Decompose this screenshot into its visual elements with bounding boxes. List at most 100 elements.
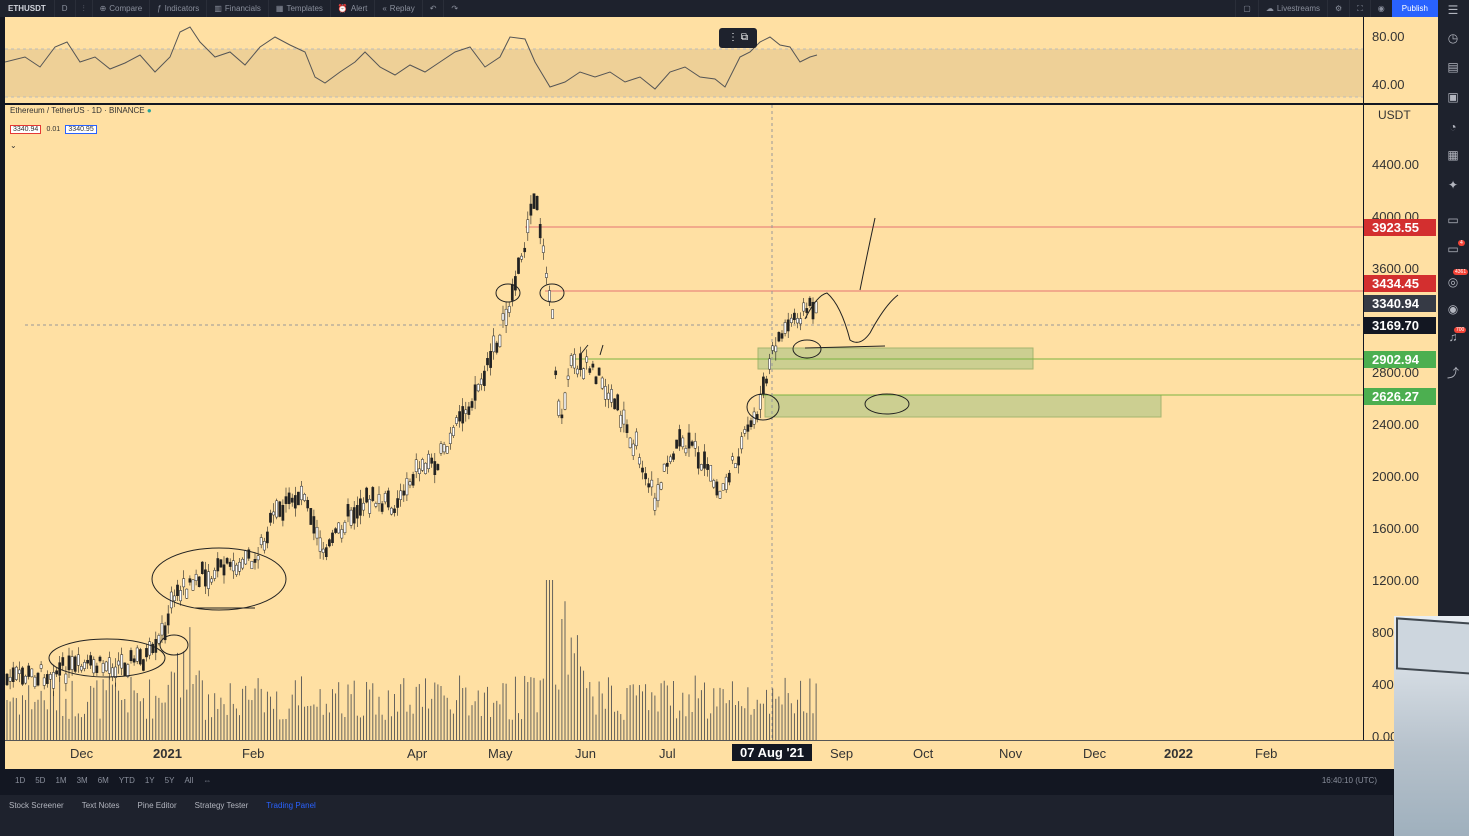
redo-button[interactable]: ↷ [443, 0, 465, 17]
ideas-icon[interactable]: ✦ [1447, 178, 1459, 192]
range-1y[interactable]: 1Y [144, 775, 155, 785]
drawing-arrow-up [859, 217, 876, 291]
candle-body [343, 522, 347, 534]
candle-body [303, 494, 306, 501]
candle-body [154, 639, 158, 653]
fullscreen-button[interactable]: ⛶ [1349, 0, 1370, 17]
menu-icon[interactable]: ☰ [1447, 3, 1459, 17]
chat-icon[interactable]: ▭ [1447, 213, 1459, 227]
utc-clock[interactable]: 16:40:10 (UTC) [1321, 776, 1377, 785]
candle-body [114, 666, 117, 678]
candle-body [293, 495, 297, 509]
candle-body [27, 665, 31, 677]
price-tick-3600: 3600.00 [1372, 261, 1419, 276]
chevron-down-icon: ⌄ [10, 141, 17, 150]
candle-body [275, 500, 279, 518]
ask-box[interactable]: 3340.95 [65, 125, 97, 134]
candle-body [247, 549, 251, 559]
range-1d[interactable]: 1D [15, 775, 26, 785]
rsi-pane[interactable]: ⋮ ⧉ [4, 17, 1363, 103]
candle-body [383, 493, 387, 503]
candle-body [715, 481, 719, 496]
redo-icon: ↷ [451, 4, 459, 13]
calendar-icon[interactable]: ▦ [1447, 148, 1459, 162]
range-6m[interactable]: 6M [97, 775, 109, 785]
candle-body [814, 301, 818, 314]
layout-button[interactable]: ▢ [1235, 0, 1258, 17]
date-range-icon[interactable]: ⇔ [203, 775, 212, 785]
notifications-icon[interactable]: ▭ [1447, 242, 1459, 256]
livestreams-button[interactable]: ☁ Livestreams [1257, 0, 1327, 17]
publish-button[interactable]: Publish [1391, 0, 1438, 17]
candle-body [253, 559, 257, 563]
candle-body [70, 656, 74, 670]
candle-body [802, 302, 806, 312]
candle-body [541, 245, 545, 253]
range-5y[interactable]: 5Y [164, 775, 175, 785]
tab-text-notes[interactable]: Text Notes [81, 801, 120, 810]
price-label-2902: 2902.94 [1364, 351, 1436, 368]
data-window-icon[interactable]: ▣ [1447, 90, 1459, 104]
tab-stock-screener[interactable]: Stock Screener [9, 801, 64, 810]
pane-controls[interactable]: ⋮ ⧉ [719, 28, 757, 48]
alert-button[interactable]: ⏰ Alert [329, 0, 374, 17]
range-bar: 1D 5D 1M 3M 6M YTD 1Y 5Y All ⇔ 16:40:10 … [5, 770, 1393, 790]
candle-body [414, 459, 418, 472]
tab-pine-editor[interactable]: Pine Editor [137, 801, 177, 810]
candle-body [808, 297, 812, 306]
candle-body [5, 673, 9, 686]
tab-trading-panel[interactable]: Trading Panel [266, 801, 316, 810]
bid-box[interactable]: 3340.94 [10, 125, 42, 134]
tab-strategy-tester[interactable]: Strategy Tester [194, 801, 249, 810]
candle-body [703, 451, 706, 469]
streams-icon[interactable]: ◎ [1447, 275, 1459, 289]
range-5d[interactable]: 5D [35, 775, 46, 785]
undo-button[interactable]: ↶ [421, 0, 444, 17]
candle-body [464, 409, 468, 414]
candle-body [576, 368, 579, 375]
candle-body [219, 559, 223, 568]
hotlist-icon[interactable]: ◔ [1449, 120, 1457, 134]
templates-button[interactable]: ▦ Templates [267, 0, 330, 17]
candle-body [479, 378, 483, 385]
range-1m[interactable]: 1M [55, 775, 67, 785]
compare-button[interactable]: ⊕ Compare [91, 0, 150, 17]
candle-body [222, 564, 226, 576]
range-ytd[interactable]: YTD [118, 775, 135, 785]
drawing-ellipse-5 [539, 283, 565, 303]
drawing-ellipse-3 [151, 547, 287, 611]
broadcast-icon[interactable]: ◉ [1447, 302, 1459, 316]
time-axis[interactable]: Dec 2021 Feb Apr May Jun Jul 07 Aug '21 … [5, 740, 1438, 769]
watchlist-icon[interactable]: ◷ [1447, 31, 1459, 45]
candle-body [241, 558, 244, 569]
range-all[interactable]: All [184, 775, 194, 785]
candle-body [300, 485, 303, 501]
trend-icon[interactable]: ⤴ [1446, 366, 1459, 380]
chart-type-button[interactable]: ⫶ [74, 0, 92, 17]
candle-body [638, 457, 641, 465]
settings-button[interactable]: ⚙ [1326, 0, 1349, 17]
drawing-ellipse-2 [159, 634, 189, 656]
financials-button[interactable]: ▥ Financials [206, 0, 268, 17]
range-3m[interactable]: 3M [76, 775, 88, 785]
rsi-axis: 80.00 40.00 [1364, 17, 1438, 103]
candle-body [377, 494, 381, 504]
main-chart[interactable]: Ethereum / TetherUS · 1D · BINANCE ● 334… [5, 105, 1363, 740]
interval-button[interactable]: D [53, 0, 75, 17]
candle-body [188, 578, 192, 583]
legend-collapse-toggle[interactable]: ⌄ [10, 141, 17, 150]
candle-body [213, 570, 217, 579]
bell-icon[interactable]: ♫ [1448, 330, 1458, 344]
alerts-list-icon[interactable]: ▤ [1447, 60, 1459, 74]
candle-body [349, 509, 353, 526]
candle-body [399, 490, 403, 500]
replay-button[interactable]: «Replay [374, 0, 421, 17]
snapshot-button[interactable]: ◉ [1369, 0, 1392, 17]
candle-body [535, 196, 539, 211]
candle-body [644, 473, 647, 480]
badge-streams: 4361 [1453, 269, 1469, 275]
candle-body [194, 574, 198, 581]
symbol-search[interactable]: ETHUSDT [8, 4, 46, 13]
legend-status-icon: ● [146, 106, 152, 115]
indicators-button[interactable]: ƒ Indicators [149, 0, 206, 17]
